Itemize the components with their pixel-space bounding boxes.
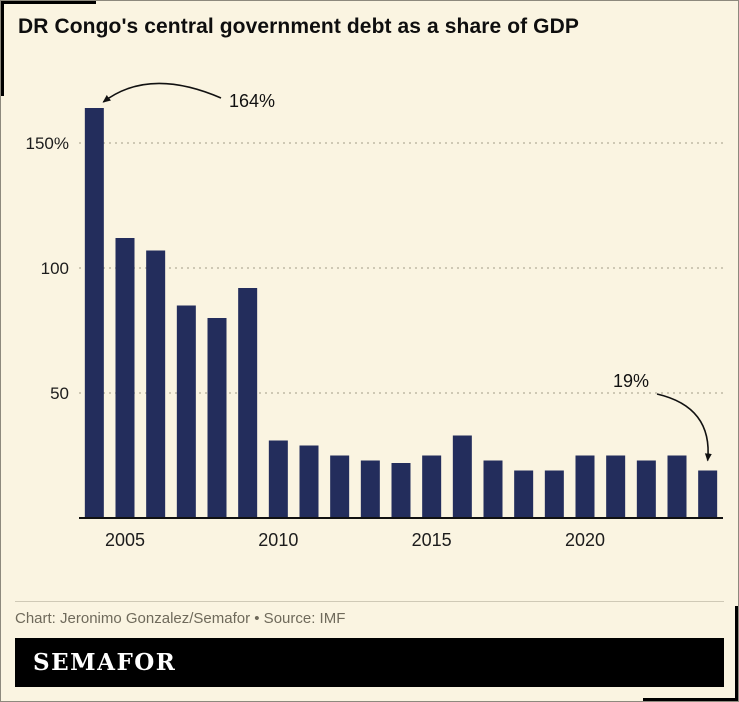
- x-tick-label: 2015: [412, 530, 452, 550]
- chart-credit: Chart: Jeronimo Gonzalez/Semafor • Sourc…: [15, 610, 346, 627]
- bar: [698, 470, 718, 518]
- annotation-arrow: [102, 82, 222, 103]
- y-tick-label: 50: [50, 384, 69, 403]
- bar: [514, 470, 534, 518]
- bar: [330, 455, 350, 518]
- annotation-arrow: [656, 393, 712, 462]
- bar: [146, 250, 166, 518]
- bar: [391, 463, 411, 518]
- x-tick-label: 2010: [258, 530, 298, 550]
- bar: [299, 445, 319, 518]
- annotation-label: 164%: [229, 91, 275, 111]
- x-tick-label: 2020: [565, 530, 605, 550]
- bar: [422, 455, 442, 518]
- x-tick-label: 2005: [105, 530, 145, 550]
- bar: [84, 108, 104, 518]
- y-tick-label: 100: [41, 259, 69, 278]
- bar: [636, 460, 656, 518]
- bar: [452, 435, 472, 518]
- chart-plot: 50 100 150% 2005 2010 2015 2020 164% 19%: [26, 82, 723, 550]
- footer-divider: [15, 601, 724, 602]
- semafor-logo-bar: SEMAFOR: [15, 638, 724, 687]
- bar: [176, 305, 196, 518]
- bar: [268, 440, 288, 518]
- bar: [606, 455, 626, 518]
- bar: [360, 460, 380, 518]
- bar: [483, 460, 503, 518]
- bar: [115, 238, 135, 518]
- annotation-label: 19%: [613, 371, 649, 391]
- bar: [207, 318, 227, 518]
- chart-title: DR Congo's central government debt as a …: [18, 15, 579, 38]
- bar: [575, 455, 595, 518]
- bar: [667, 455, 687, 518]
- bar: [544, 470, 564, 518]
- y-tick-label: 150%: [26, 134, 69, 153]
- bar: [238, 288, 258, 518]
- semafor-logo: SEMAFOR: [33, 649, 177, 676]
